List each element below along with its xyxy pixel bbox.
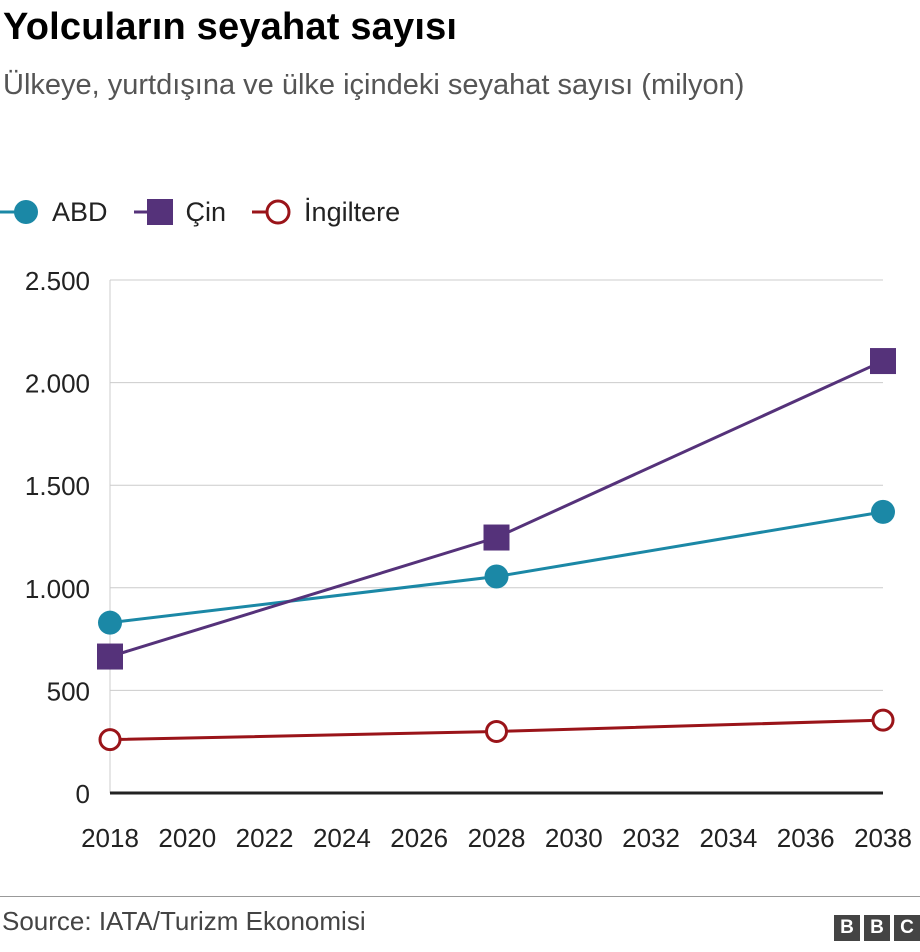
y-tick-label: 500 [47,676,90,706]
data-point [871,499,895,524]
data-point [98,610,122,635]
x-tick-label: 2024 [313,823,371,853]
x-tick-label: 2028 [468,823,526,853]
series-line [109,359,884,658]
legend-marker-square-icon [133,199,173,225]
source-note: Source: IATA/Turizm Ekonomisi [2,906,366,936]
x-tick-label: 2026 [390,823,448,853]
legend-item-abd: ABD [0,190,108,234]
legend-marker-open-circle-icon [252,199,291,225]
y-tick-label: 2.500 [25,266,90,296]
chart-subtitle: Ülkeye, yurtdışına ve ülke içindeki seya… [3,69,745,101]
x-tick-label: 2034 [699,823,757,853]
bbc-logo-letter: B [834,915,860,941]
x-tick-label: 2038 [854,823,912,853]
data-point [97,643,123,670]
bbc-logo: B B C [830,915,920,941]
y-tick-label: 1.000 [25,574,90,604]
legend-label: İngiltere [304,196,401,227]
bbc-logo-letter: C [894,915,920,941]
legend-label: Çin [185,196,227,227]
x-tick-label: 2022 [236,823,294,853]
x-tick-label: 2032 [622,823,680,853]
data-point [98,728,122,752]
bbc-logo-letter: B [864,915,890,941]
legend-item-ingiltere: İngiltere [252,190,400,234]
data-point [871,708,895,732]
y-tick-label: 0 [76,779,90,809]
data-point [484,564,509,589]
legend-label: ABD [52,196,108,227]
legend-item-cin: Çin [133,190,227,234]
x-tick-label: 2018 [81,823,139,853]
x-tick-label: 2030 [545,823,603,853]
legend: ABD Çin İngiltere [0,190,426,234]
chart-title: Yolcuların seyahat sayısı [3,6,458,48]
data-point [483,524,510,551]
line-chart: 0 500 1.000 1.500 2.000 2.500 2018 2020 2022 2024… [25,266,912,853]
legend-marker-circle-icon [0,200,38,224]
footer-divider [0,896,920,897]
data-point [870,348,896,375]
y-tick-label: 1.500 [25,471,90,501]
y-tick-label: 2.000 [25,369,90,399]
data-point [485,719,508,743]
x-tick-label: 2036 [777,823,835,853]
x-tick-label: 2020 [158,823,216,853]
